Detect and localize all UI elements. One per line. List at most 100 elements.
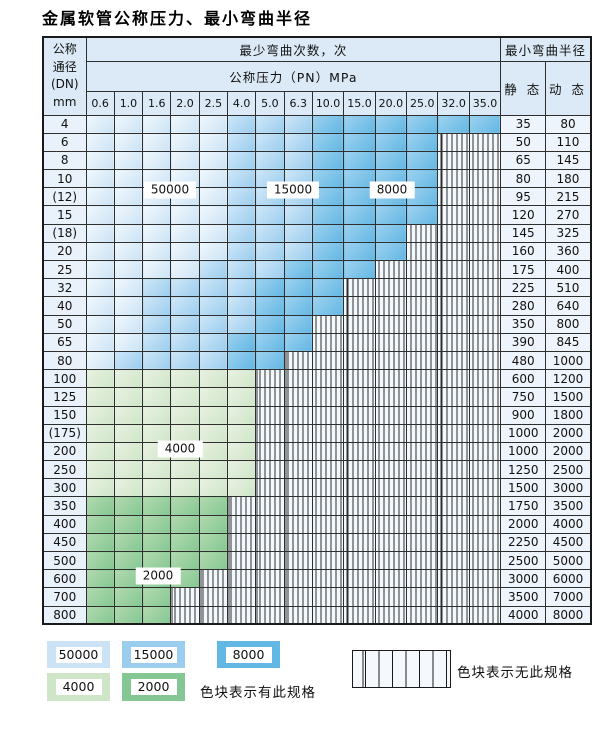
cell-600-2.5 (198, 569, 228, 589)
dn-cell-250: 250 (42, 460, 87, 480)
cell-6-0.6 (85, 132, 115, 152)
legend-has-spec-text: 色块表示有此规格 (200, 685, 316, 701)
cell-125-5.0 (255, 387, 285, 407)
cell-600-32.0 (437, 569, 470, 589)
cell-250-25.0 (406, 460, 439, 480)
dn-cell-10: 10 (42, 169, 87, 189)
cell-150-4.0 (226, 405, 257, 425)
cell-10-0.6 (85, 169, 115, 189)
cell-15-6.3 (283, 205, 313, 225)
dn-cell-80: 80 (42, 350, 87, 371)
cell-100-4.0 (226, 369, 257, 389)
cell-600-15.0 (343, 569, 376, 589)
cell-(18)-35.0 (468, 223, 502, 243)
cell-(18)-1.6 (142, 223, 172, 243)
cell-450-2.0 (170, 532, 200, 553)
cell-10-4.0 (226, 169, 257, 189)
cell-500-35.0 (468, 550, 502, 571)
cell-125-20.0 (374, 387, 408, 407)
cell-800-20.0 (374, 605, 408, 625)
cell-15-1.6 (142, 205, 172, 225)
cell-700-20.0 (374, 587, 408, 607)
static-cell: 120 (500, 205, 547, 225)
dn-cell-100: 100 (42, 369, 87, 389)
cell-(12)-0.6 (85, 187, 115, 207)
cell-350-25.0 (406, 496, 439, 516)
cell-15-1.0 (113, 205, 144, 225)
legend-swatch-label: 2000 (130, 679, 177, 695)
cell-8-6.3 (283, 150, 313, 171)
cell-125-25.0 (406, 387, 439, 407)
cell-15-2.0 (170, 205, 200, 225)
cell-450-35.0 (468, 532, 502, 553)
cell-40-6.3 (283, 296, 313, 316)
cell-350-15.0 (343, 496, 376, 516)
cell-65-32.0 (437, 332, 470, 352)
cell-25-2.5 (198, 259, 228, 280)
dynamic-cell: 800 (545, 314, 592, 334)
cell-500-32.0 (437, 550, 470, 571)
cell-(175)-4.0 (226, 423, 257, 443)
cell-50-2.0 (170, 314, 200, 334)
legend-swatch-label: 15000 (130, 646, 177, 663)
cell-20-6.3 (283, 241, 313, 262)
cell-300-1.0 (113, 478, 144, 498)
static-header: 静 态 (500, 60, 547, 116)
cell-4-1.6 (142, 114, 172, 134)
dynamic-cell: 5000 (545, 550, 592, 571)
cell-6-2.5 (198, 132, 228, 152)
cell-700-15.0 (343, 587, 376, 607)
cell-500-6.3 (283, 550, 313, 571)
cell-65-1.0 (113, 332, 144, 352)
cell-800-15.0 (343, 605, 376, 625)
legend-swatch-2000: 2000 (122, 673, 185, 701)
cell-350-2.0 (170, 496, 200, 516)
cell-100-25.0 (406, 369, 439, 389)
pressure-tick-32.0: 32.0 (437, 90, 470, 116)
cell-65-6.3 (283, 332, 313, 352)
cell-50-5.0 (255, 314, 285, 334)
cell-8-1.0 (113, 150, 144, 171)
cell-20-32.0 (437, 241, 470, 262)
cell-200-6.3 (283, 441, 313, 462)
cell-25-20.0 (374, 259, 408, 280)
legend-swatch-4000: 4000 (47, 673, 110, 701)
static-cell: 350 (500, 314, 547, 334)
cell-450-1.0 (113, 532, 144, 553)
cell-6-10.0 (311, 132, 345, 152)
cell-125-32.0 (437, 387, 470, 407)
dn-cell-125: 125 (42, 387, 87, 407)
dn-cell-700: 700 (42, 587, 87, 607)
table-row: 40 280 640 (42, 296, 592, 316)
dn-cell-4: 4 (42, 114, 87, 134)
cell-25-0.6 (85, 259, 115, 280)
cell-450-15.0 (343, 532, 376, 553)
cell-32-20.0 (374, 278, 408, 298)
cell-15-0.6 (85, 205, 115, 225)
dynamic-cell: 2500 (545, 460, 592, 480)
cell-8-1.6 (142, 150, 172, 171)
cell-200-25.0 (406, 441, 439, 462)
cell-(18)-2.0 (170, 223, 200, 243)
cell-250-32.0 (437, 460, 470, 480)
cell-(18)-4.0 (226, 223, 257, 243)
cell-800-0.6 (85, 605, 115, 625)
cell-8-25.0 (406, 150, 439, 171)
cell-8-20.0 (374, 150, 408, 171)
cell-(18)-32.0 (437, 223, 470, 243)
static-cell: 3500 (500, 587, 547, 607)
cell-800-2.0 (170, 605, 200, 625)
table-label-50000: 50000 (143, 181, 197, 199)
cell-300-15.0 (343, 478, 376, 498)
cell-600-20.0 (374, 569, 408, 589)
cell-8-0.6 (85, 150, 115, 171)
cell-350-6.3 (283, 496, 313, 516)
cell-40-0.6 (85, 296, 115, 316)
cell-20-35.0 (468, 241, 502, 262)
cell-80-25.0 (406, 350, 439, 371)
cell-80-32.0 (437, 350, 470, 371)
cell-150-15.0 (343, 405, 376, 425)
cell-4-10.0 (311, 114, 345, 134)
cell-250-20.0 (374, 460, 408, 480)
dynamic-cell: 1800 (545, 405, 592, 425)
